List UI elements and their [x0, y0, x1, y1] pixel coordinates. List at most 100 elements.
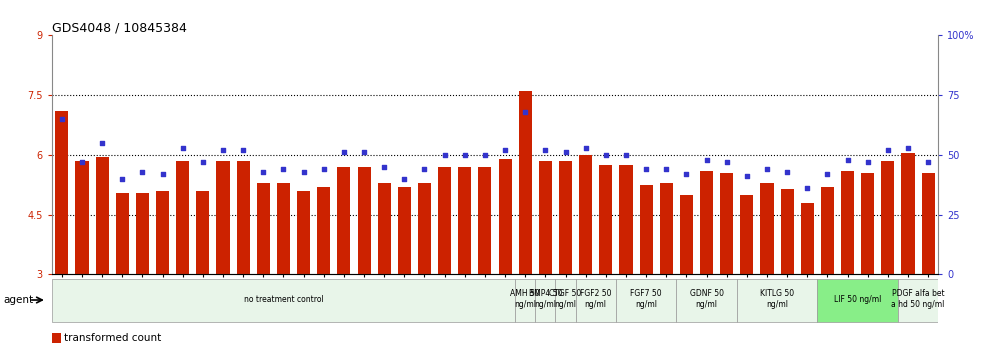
Bar	[52, 279, 515, 321]
Bar	[539, 161, 552, 274]
Point	[195, 159, 211, 165]
Point	[477, 152, 493, 158]
Point	[134, 169, 150, 175]
Bar	[676, 279, 737, 321]
Bar	[862, 173, 874, 274]
Text: transformed count: transformed count	[64, 333, 161, 343]
Point	[860, 159, 875, 165]
Text: AMH 50
ng/ml: AMH 50 ng/ml	[510, 289, 540, 309]
Bar	[317, 187, 331, 274]
Point	[698, 157, 714, 162]
Bar	[821, 187, 834, 274]
Bar	[639, 185, 652, 274]
Bar	[358, 167, 371, 274]
Bar	[397, 187, 411, 274]
Bar	[700, 171, 713, 274]
Bar	[781, 189, 794, 274]
Point	[578, 145, 594, 150]
Bar	[556, 279, 576, 321]
Bar	[196, 191, 209, 274]
Bar	[901, 153, 914, 274]
Bar	[499, 159, 512, 274]
Bar	[478, 167, 491, 274]
Bar	[519, 91, 532, 274]
Point	[900, 145, 916, 150]
Point	[95, 140, 111, 146]
Bar	[720, 173, 733, 274]
Bar	[659, 183, 673, 274]
Point	[54, 116, 70, 122]
Bar	[216, 161, 230, 274]
Point	[618, 152, 633, 158]
Point	[879, 147, 895, 153]
Bar	[338, 167, 351, 274]
Bar	[438, 167, 451, 274]
Bar	[535, 279, 556, 321]
Point	[558, 150, 574, 155]
Text: GDNF 50
ng/ml: GDNF 50 ng/ml	[689, 289, 723, 309]
Point	[74, 159, 90, 165]
Point	[174, 145, 190, 150]
Text: CTGF 50
ng/ml: CTGF 50 ng/ml	[550, 289, 582, 309]
Bar	[740, 195, 753, 274]
Bar	[135, 193, 149, 274]
Bar	[680, 195, 693, 274]
Bar	[579, 155, 593, 274]
Point	[215, 147, 231, 153]
Text: PDGF alfa bet
a hd 50 ng/ml: PDGF alfa bet a hd 50 ng/ml	[891, 289, 945, 309]
Bar	[841, 171, 855, 274]
Bar	[76, 161, 89, 274]
Point	[115, 176, 130, 182]
Bar	[176, 161, 189, 274]
Point	[396, 176, 412, 182]
Text: FGF7 50
ng/ml: FGF7 50 ng/ml	[630, 289, 662, 309]
Bar	[818, 279, 898, 321]
Point	[840, 157, 856, 162]
Bar	[515, 279, 535, 321]
Point	[820, 171, 836, 177]
Bar	[760, 183, 774, 274]
Point	[235, 147, 251, 153]
Bar	[237, 161, 250, 274]
Point	[538, 147, 554, 153]
Bar	[600, 165, 613, 274]
Bar	[921, 173, 934, 274]
Point	[598, 152, 614, 158]
Bar	[96, 157, 109, 274]
Point	[255, 169, 271, 175]
Text: BMP4 50
ng/ml: BMP4 50 ng/ml	[529, 289, 562, 309]
Bar	[297, 191, 310, 274]
Point	[719, 159, 735, 165]
Point	[517, 109, 533, 115]
Point	[416, 166, 432, 172]
Text: agent: agent	[3, 295, 33, 305]
Point	[779, 169, 795, 175]
Bar	[418, 183, 431, 274]
Text: LIF 50 ng/ml: LIF 50 ng/ml	[834, 295, 881, 304]
Point	[376, 164, 392, 170]
Point	[800, 185, 816, 191]
Bar	[116, 193, 128, 274]
Point	[497, 147, 513, 153]
Text: no treatment control: no treatment control	[244, 295, 324, 304]
Bar	[620, 165, 632, 274]
Bar	[458, 167, 471, 274]
Bar	[277, 183, 290, 274]
Bar	[801, 202, 814, 274]
Point	[296, 169, 312, 175]
Bar	[559, 161, 572, 274]
Bar	[576, 279, 616, 321]
Bar	[616, 279, 676, 321]
Point	[357, 150, 373, 155]
Bar	[156, 191, 169, 274]
Bar	[898, 279, 938, 321]
Text: GDS4048 / 10845384: GDS4048 / 10845384	[52, 21, 186, 34]
Point	[457, 152, 473, 158]
Point	[920, 159, 936, 165]
Bar	[737, 279, 818, 321]
Point	[436, 152, 452, 158]
Bar	[56, 111, 69, 274]
Bar	[377, 183, 390, 274]
Text: FGF2 50
ng/ml: FGF2 50 ng/ml	[580, 289, 612, 309]
Point	[759, 166, 775, 172]
